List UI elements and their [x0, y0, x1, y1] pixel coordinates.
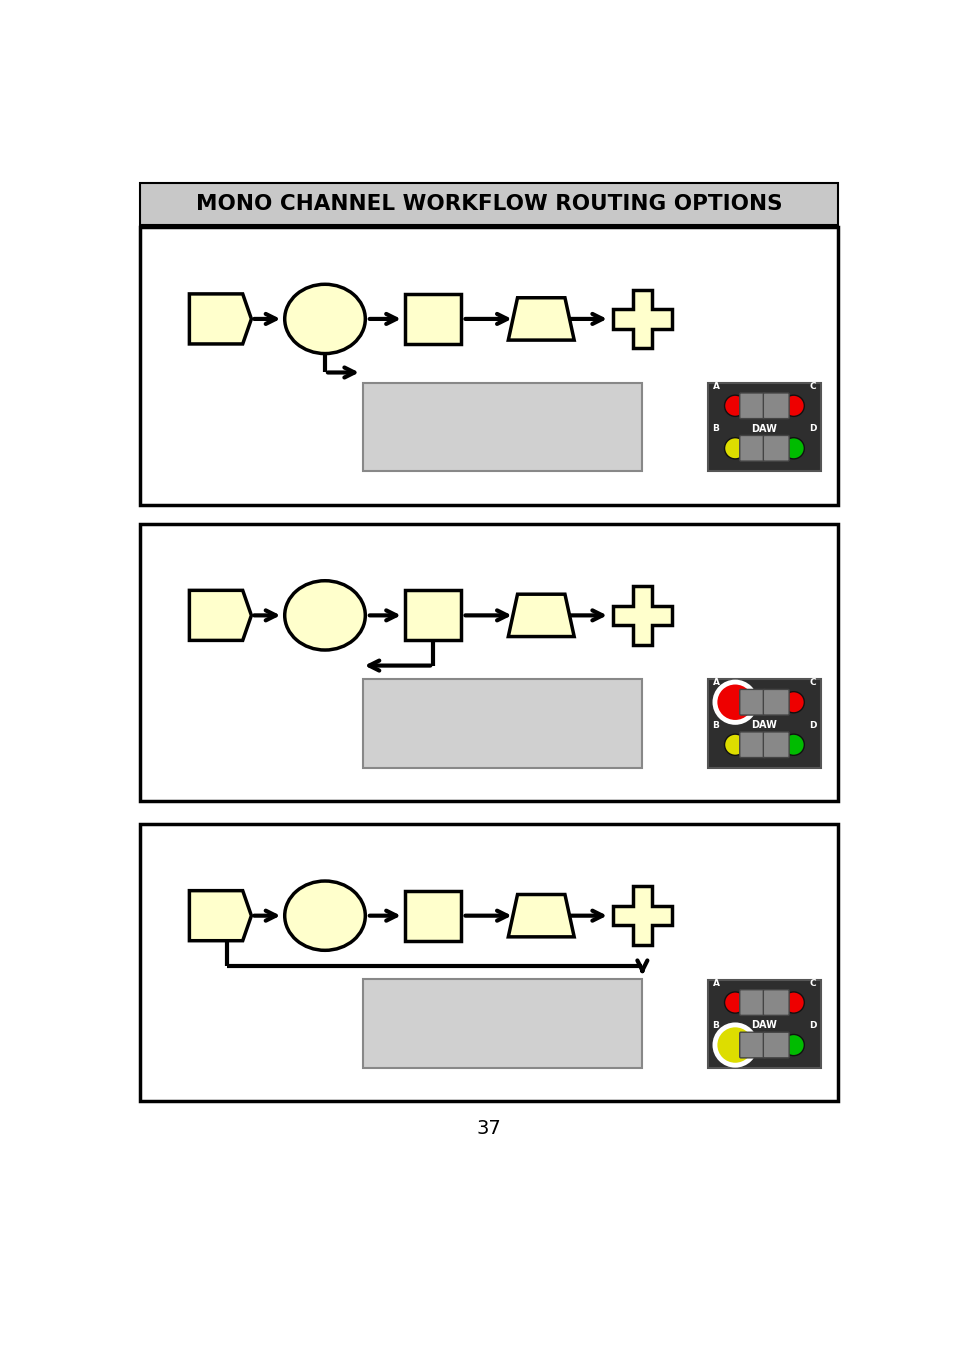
Text: D: D — [808, 1021, 816, 1030]
Text: A: A — [712, 678, 719, 687]
FancyBboxPatch shape — [739, 436, 764, 462]
Text: DAW: DAW — [751, 720, 777, 730]
FancyBboxPatch shape — [363, 980, 641, 1068]
FancyBboxPatch shape — [405, 294, 460, 344]
FancyBboxPatch shape — [762, 990, 788, 1015]
Circle shape — [723, 992, 745, 1012]
Circle shape — [723, 437, 745, 459]
FancyBboxPatch shape — [762, 1033, 788, 1058]
Polygon shape — [612, 290, 671, 348]
FancyBboxPatch shape — [707, 980, 820, 1068]
FancyBboxPatch shape — [739, 732, 764, 757]
Polygon shape — [612, 586, 671, 645]
Polygon shape — [508, 298, 574, 340]
FancyBboxPatch shape — [140, 825, 837, 1102]
Polygon shape — [612, 887, 671, 945]
Polygon shape — [508, 594, 574, 637]
FancyBboxPatch shape — [762, 436, 788, 462]
Ellipse shape — [284, 285, 365, 354]
Circle shape — [782, 437, 803, 459]
FancyBboxPatch shape — [363, 382, 641, 471]
Circle shape — [723, 734, 745, 756]
FancyBboxPatch shape — [739, 1033, 764, 1058]
Circle shape — [714, 1025, 755, 1065]
Circle shape — [782, 1034, 803, 1056]
Text: MONO CHANNEL WORKFLOW ROUTING OPTIONS: MONO CHANNEL WORKFLOW ROUTING OPTIONS — [195, 194, 781, 213]
FancyBboxPatch shape — [707, 383, 820, 471]
FancyBboxPatch shape — [363, 679, 641, 768]
Polygon shape — [508, 895, 574, 937]
FancyBboxPatch shape — [739, 690, 764, 716]
Text: DAW: DAW — [751, 424, 777, 433]
Ellipse shape — [284, 882, 365, 950]
Text: D: D — [808, 721, 816, 730]
Circle shape — [714, 682, 755, 722]
Text: B: B — [712, 424, 719, 433]
Circle shape — [782, 396, 803, 416]
Circle shape — [723, 396, 745, 416]
Circle shape — [782, 691, 803, 713]
Text: B: B — [712, 1021, 719, 1030]
Text: C: C — [809, 979, 816, 988]
FancyBboxPatch shape — [405, 891, 460, 941]
Text: A: A — [712, 979, 719, 988]
Polygon shape — [190, 294, 252, 344]
FancyBboxPatch shape — [707, 679, 820, 768]
Circle shape — [782, 992, 803, 1012]
Text: D: D — [808, 424, 816, 433]
Text: A: A — [712, 382, 719, 390]
Ellipse shape — [284, 580, 365, 651]
Text: C: C — [809, 382, 816, 390]
Circle shape — [782, 734, 803, 756]
Polygon shape — [190, 590, 252, 640]
Text: 37: 37 — [476, 1119, 500, 1138]
FancyBboxPatch shape — [140, 524, 837, 801]
FancyBboxPatch shape — [739, 990, 764, 1015]
FancyBboxPatch shape — [140, 227, 837, 505]
FancyBboxPatch shape — [405, 590, 460, 640]
Text: C: C — [809, 678, 816, 687]
FancyBboxPatch shape — [762, 690, 788, 716]
FancyBboxPatch shape — [140, 182, 837, 225]
Text: DAW: DAW — [751, 1021, 777, 1030]
FancyBboxPatch shape — [739, 393, 764, 418]
Polygon shape — [190, 891, 252, 941]
FancyBboxPatch shape — [762, 732, 788, 757]
Text: B: B — [712, 721, 719, 730]
FancyBboxPatch shape — [762, 393, 788, 418]
